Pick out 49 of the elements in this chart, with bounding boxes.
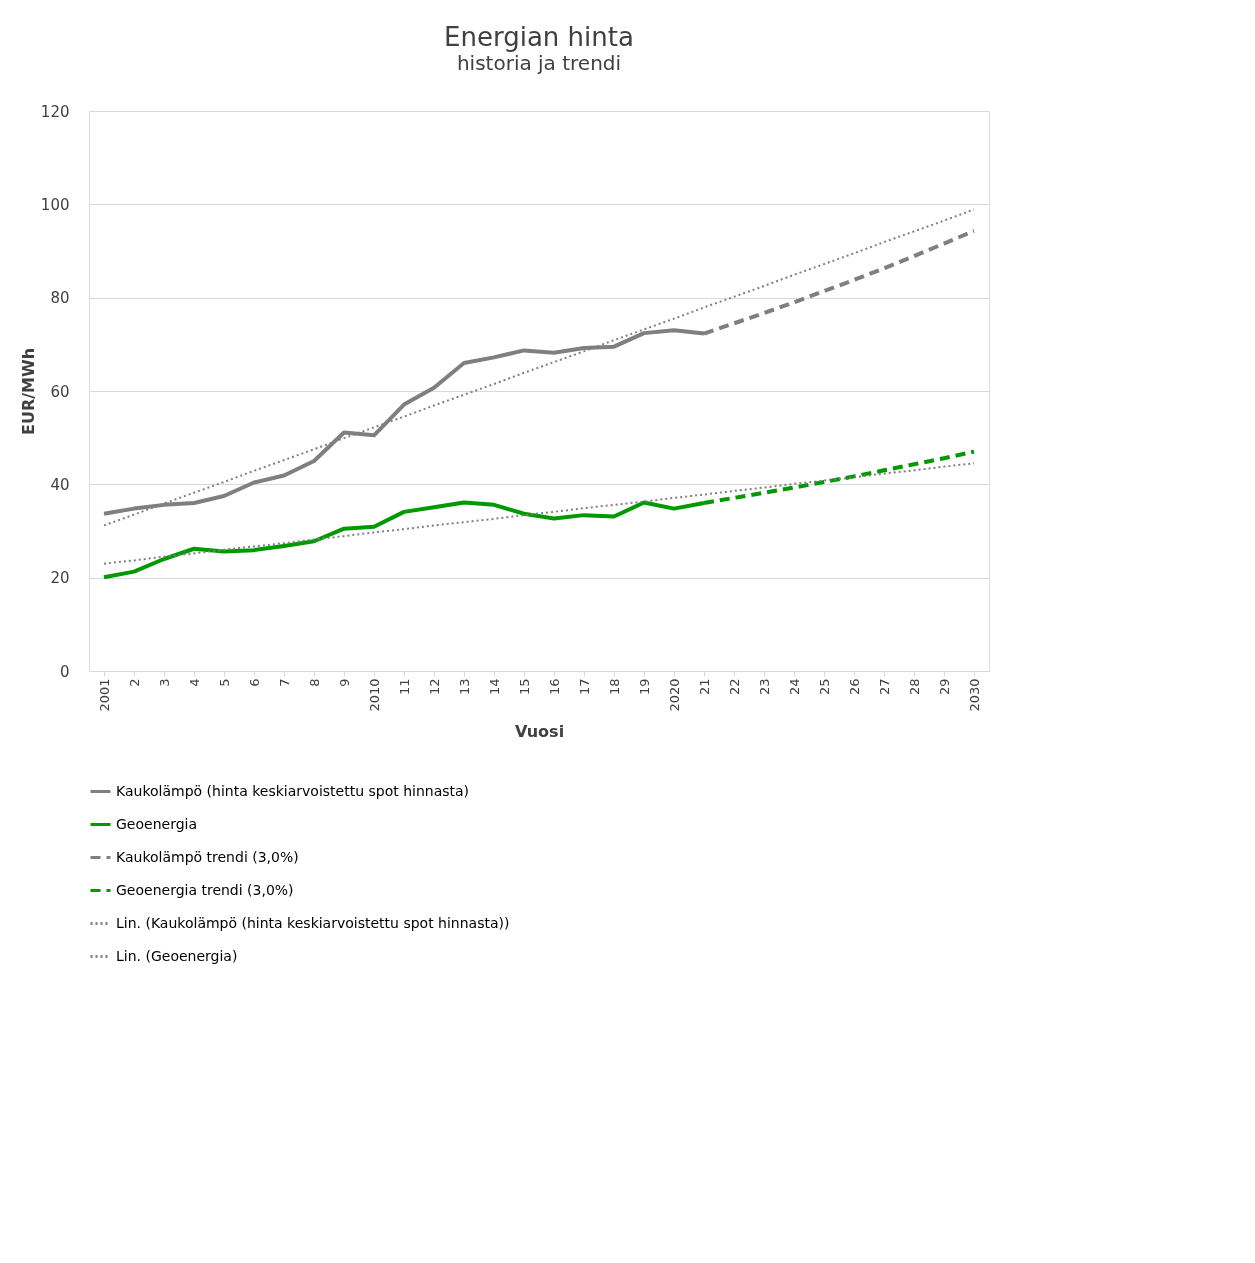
x-tick-label: 12 <box>426 678 442 696</box>
x-tick-label: 28 <box>906 678 922 696</box>
x-tick-label: 19 <box>636 678 652 696</box>
x-tick-label: 4 <box>186 678 202 687</box>
x-tick-label: 21 <box>696 678 712 696</box>
legend-label: Kaukolämpö trendi (3,0%) <box>116 848 299 865</box>
x-tick-label: 17 <box>576 678 592 696</box>
x-tick-label: 13 <box>456 678 472 696</box>
x-tick-label: 29 <box>936 678 952 696</box>
legend-label: Geoenergia trendi (3,0%) <box>116 881 294 898</box>
chart-title: Energian hinta <box>444 22 634 52</box>
y-tick-label: 120 <box>40 102 70 121</box>
x-tick-label: 27 <box>876 678 892 696</box>
x-tick-label: 15 <box>516 678 532 696</box>
x-tick-label: 2001 <box>96 678 112 712</box>
x-tick-label: 3 <box>156 678 172 687</box>
x-tick-label: 8 <box>306 678 322 687</box>
x-tick-label: 2020 <box>666 678 682 712</box>
y-tick-label: 40 <box>50 475 70 494</box>
y-tick-label: 60 <box>50 382 70 401</box>
x-tick-label: 26 <box>846 678 862 696</box>
x-tick-label: 5 <box>216 678 232 687</box>
y-tick-label: 100 <box>40 195 70 214</box>
x-tick-label: 2030 <box>966 678 982 712</box>
legend-label: Lin. (Kaukolämpö (hinta keskiarvoistettu spot hinnasta)) <box>116 914 510 931</box>
line-series <box>103 208 975 527</box>
x-tick-label: 6 <box>246 678 262 687</box>
x-tick-label: 18 <box>606 678 622 696</box>
x-tick-label: 25 <box>816 678 832 696</box>
x-tick-label: 11 <box>396 678 412 696</box>
x-tick-label: 22 <box>726 678 742 696</box>
x-tick-label: 23 <box>756 678 772 696</box>
y-tick-label: 20 <box>50 569 70 588</box>
chart-subtitle: historia ja trendi <box>456 51 622 75</box>
x-tick-label: 24 <box>786 678 802 696</box>
legend-label: Kaukolämpö (hinta keskiarvoistettu spot hinnasta) <box>116 782 470 799</box>
line-series <box>103 462 975 565</box>
x-tick-label: 2 <box>126 678 142 687</box>
x-axis-title: Vuosi <box>514 721 565 741</box>
x-tick-label: 14 <box>486 678 502 696</box>
legend-label: Geoenergia <box>116 815 197 832</box>
legend-label: Lin. (Geoenergia) <box>116 947 238 964</box>
x-tick-label: 7 <box>276 678 292 687</box>
y-tick-label: 0 <box>59 662 70 681</box>
x-tick-label: 2010 <box>366 678 382 712</box>
x-tick-label: 9 <box>336 678 352 687</box>
y-axis-title: EUR/MWh <box>18 347 38 436</box>
x-tick-label: 16 <box>546 678 562 696</box>
y-tick-label: 80 <box>50 289 70 308</box>
